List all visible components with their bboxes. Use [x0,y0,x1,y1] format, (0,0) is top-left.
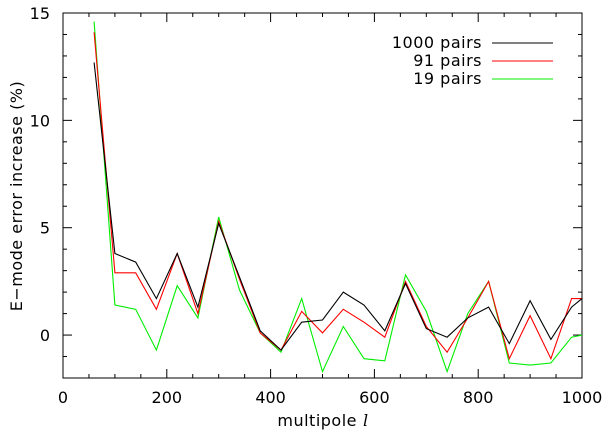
axis-ticks [62,12,583,379]
y-tick-label: 10 [30,111,50,130]
x-tick-label: 600 [359,388,390,407]
x-axis-symbol: l [363,411,369,430]
y-tick-label: 5 [40,219,50,238]
x-tick-label: 1000 [562,388,603,407]
legend-label: 1000 pairs [392,33,482,52]
series-line-19-pairs [93,21,583,374]
y-axis-title: E−mode error increase (%) [7,81,26,312]
x-axis-label: multipole [277,411,357,430]
plot-frame [62,12,583,379]
legend-label: 19 pairs [413,69,482,88]
tick-labels: 0 200 400 600 800 1000 0 5 10 15 [30,4,603,407]
series-lines [93,21,583,374]
x-tick-label: 0 [58,388,68,407]
x-tick-label: 200 [152,388,183,407]
y-tick-label: 15 [30,4,50,23]
series-line-1000-pairs [93,62,583,351]
x-tick-label: 800 [463,388,494,407]
y-tick-label: 0 [40,326,50,345]
legend-label: 91 pairs [413,51,482,70]
x-tick-label: 400 [255,388,286,407]
x-axis-title: multipole l [277,411,368,430]
series-line-91-pairs [93,32,582,361]
